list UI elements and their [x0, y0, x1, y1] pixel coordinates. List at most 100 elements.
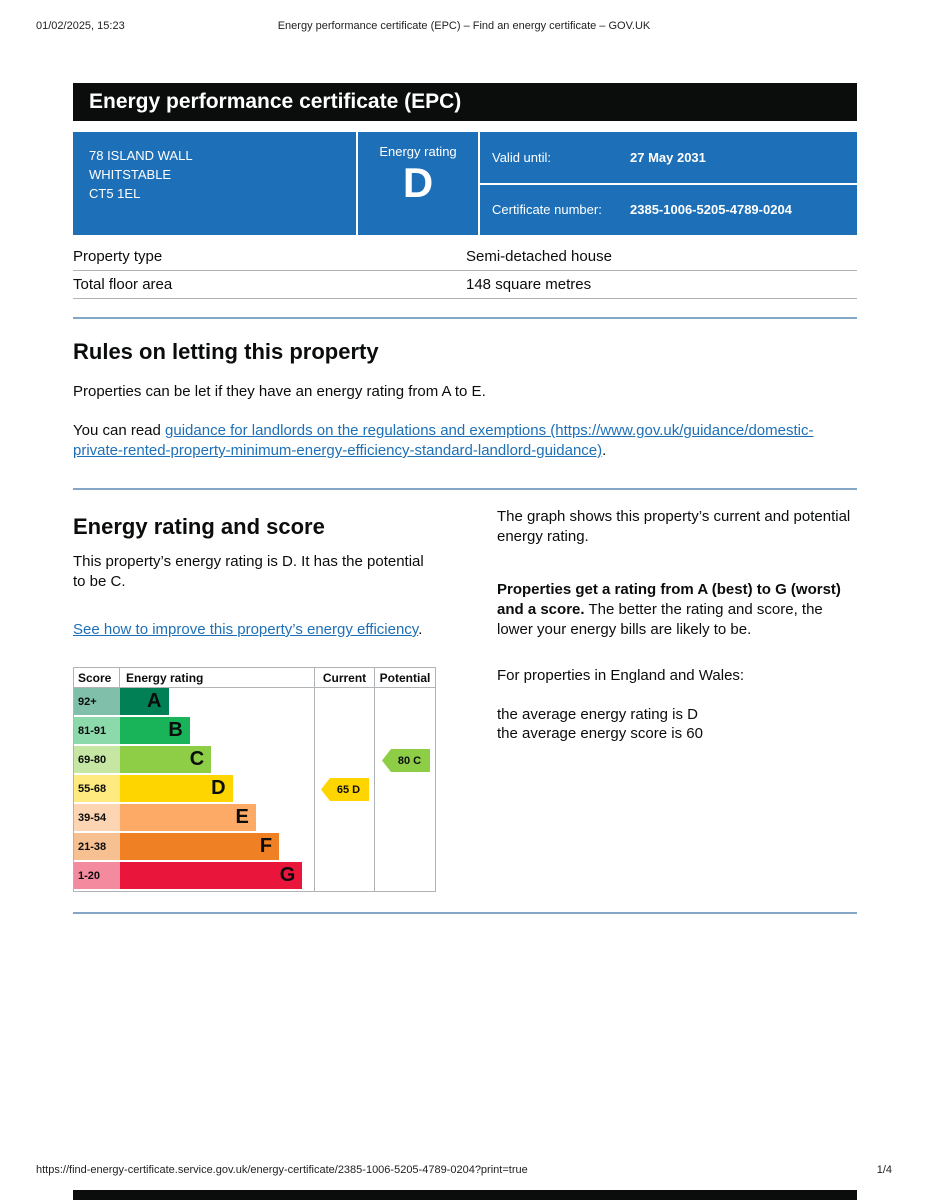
- energy-rating-label: Energy rating: [379, 144, 457, 159]
- band-bar-wrap: C: [120, 746, 314, 775]
- section-divider: [73, 317, 857, 319]
- rating-scale-paragraph: Properties get a rating from A (best) to…: [497, 580, 857, 640]
- energy-rating-section: Energy rating and score This property’s …: [73, 506, 857, 892]
- band-letter: E: [235, 806, 249, 828]
- current-rating-column: 65 D: [314, 688, 374, 891]
- chart-body: 92+ A 81-91 B 69-80 C 55-68: [74, 688, 435, 891]
- band-row-e: 39-54 E: [74, 804, 314, 833]
- current-marker: 65 D: [321, 778, 369, 801]
- band-score: 55-68: [74, 775, 120, 802]
- certificate-summary-box: 78 ISLAND WALL WHITSTABLE CT5 1EL Energy…: [73, 132, 857, 235]
- band-letter: F: [259, 835, 273, 857]
- band-bar-wrap: F: [120, 833, 314, 862]
- next-page-banner-sliver: [73, 1190, 857, 1200]
- band-score: 81-91: [74, 717, 120, 744]
- section-divider: [73, 488, 857, 490]
- print-header-datetime: 01/02/2025, 15:23: [36, 20, 125, 32]
- potential-marker: 80 C: [382, 749, 430, 772]
- valid-until-label: Valid until:: [492, 149, 552, 165]
- chart-header-potential: Potential: [374, 668, 435, 687]
- print-footer: https://find-energy-certificate.service.…: [36, 1164, 892, 1176]
- print-footer-url: https://find-energy-certificate.service.…: [36, 1164, 528, 1176]
- letting-guidance-prefix: You can read: [73, 422, 166, 439]
- band-row-c: 69-80 C: [74, 746, 314, 775]
- table-row-floor-area: Total floor area 148 square metres: [73, 271, 857, 299]
- current-marker-label: 65 D: [336, 783, 361, 796]
- rating-intro-paragraph: This property’s energy rating is D. It h…: [73, 553, 424, 590]
- band-score: 92+: [74, 688, 120, 715]
- chart-header-row: Score Energy rating Current Potential: [74, 668, 435, 688]
- floor-area-label: Total floor area: [73, 276, 173, 293]
- section-divider: [73, 912, 857, 914]
- band-letter: B: [168, 719, 183, 741]
- address-line-2: WHITSTABLE: [89, 167, 172, 182]
- band-score: 21-38: [74, 833, 120, 860]
- band-score: 39-54: [74, 804, 120, 831]
- print-footer-page-number: 1/4: [876, 1164, 892, 1176]
- landlord-guidance-link[interactable]: guidance for landlords on the regulation…: [73, 422, 814, 459]
- average-score-line: the average energy score is 60: [497, 725, 703, 742]
- property-address: 78 ISLAND WALL WHITSTABLE CT5 1EL: [73, 132, 356, 235]
- property-type-label: Property type: [73, 248, 163, 265]
- letting-rules-paragraph: Properties can be let if they have an en…: [73, 383, 486, 400]
- potential-rating-column: 80 C: [374, 688, 435, 891]
- band-bar-wrap: D: [120, 775, 314, 804]
- table-row-property-type: Property type Semi-detached house: [73, 243, 857, 271]
- band-bar-wrap: G: [120, 862, 314, 891]
- letting-rules-heading: Rules on letting this property: [73, 339, 379, 364]
- property-details-table: Property type Semi-detached house Total …: [73, 243, 857, 299]
- rating-left-column: Energy rating and score This property’s …: [73, 506, 436, 892]
- band-letter: D: [211, 777, 226, 799]
- improve-efficiency-link[interactable]: See how to improve this property’s energ…: [73, 621, 419, 638]
- england-wales-paragraph: For properties in England and Wales:: [497, 667, 745, 684]
- address-line-1: 78 ISLAND WALL: [89, 148, 193, 163]
- print-header: Energy performance certificate (EPC) – F…: [36, 20, 892, 32]
- print-header-title: Energy performance certificate (EPC) – F…: [277, 20, 651, 32]
- chart-header-current: Current: [314, 668, 374, 687]
- potential-marker-label: 80 C: [397, 754, 422, 767]
- band-row-b: 81-91 B: [74, 717, 314, 746]
- epc-banner: Energy performance certificate (EPC): [73, 83, 857, 121]
- certificate-meta: Valid until: 27 May 2031 Certificate num…: [480, 132, 857, 235]
- improve-paragraph: See how to improve this property’s energ…: [73, 620, 436, 640]
- band-letter: C: [189, 748, 205, 770]
- band-row-f: 21-38 F: [74, 833, 314, 862]
- certificate-number-label: Certificate number:: [492, 202, 602, 218]
- band-bar: C: [120, 746, 212, 773]
- energy-rating-value: D: [402, 159, 434, 206]
- graph-explainer-paragraph: The graph shows this property’s current …: [497, 508, 851, 545]
- energy-rating-heading: Energy rating and score: [73, 514, 325, 539]
- band-letter: G: [279, 864, 296, 886]
- property-type-value: Semi-detached house: [466, 248, 612, 265]
- average-rating-line: the average energy rating is D: [497, 706, 698, 723]
- band-bar: D: [120, 775, 233, 802]
- address-line-3: CT5 1EL: [89, 186, 141, 201]
- band-bar: A: [120, 688, 169, 715]
- energy-rating-cell: Energy rating D: [358, 132, 478, 235]
- rating-scale-bold: Properties get a rating from A (best) to…: [497, 581, 841, 618]
- certificate-page: Energy performance certificate (EPC) 78 …: [73, 83, 857, 914]
- band-bar: E: [120, 804, 256, 831]
- band-bar: B: [120, 717, 190, 744]
- improve-link-suffix: .: [418, 621, 423, 638]
- band-bar-wrap: E: [120, 804, 314, 833]
- floor-area-value: 148 square metres: [466, 276, 592, 293]
- valid-until-row: Valid until: 27 May 2031: [480, 132, 857, 183]
- band-bar-wrap: A: [120, 688, 314, 717]
- band-bar-wrap: B: [120, 717, 314, 746]
- band-row-g: 1-20 G: [74, 862, 314, 891]
- certificate-number-row: Certificate number: 2385-1006-5205-4789-…: [480, 184, 857, 235]
- chart-header-rating: Energy rating: [126, 671, 204, 685]
- letting-guidance-suffix: .: [602, 442, 607, 459]
- chart-header-score: Score: [74, 668, 120, 687]
- rating-scale-rest: The better the rating and score, the low…: [497, 601, 823, 638]
- chart-bands: 92+ A 81-91 B 69-80 C 55-68: [74, 688, 314, 891]
- letting-guidance-paragraph: You can read guidance for landlords on t…: [73, 421, 857, 461]
- epc-banner-title: Energy performance certificate (EPC): [89, 90, 462, 113]
- certificate-number-value: 2385-1006-5205-4789-0204: [630, 202, 792, 218]
- band-row-d: 55-68 D: [74, 775, 314, 804]
- epc-rating-chart: Score Energy rating Current Potential 92…: [73, 667, 436, 892]
- band-score: 1-20: [74, 862, 120, 889]
- band-bar: F: [120, 833, 280, 860]
- band-bar: G: [120, 862, 303, 889]
